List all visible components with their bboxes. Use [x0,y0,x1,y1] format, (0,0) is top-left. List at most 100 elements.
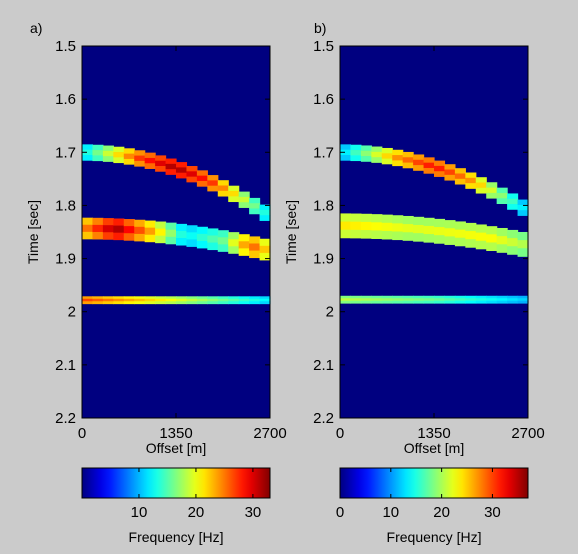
event-cell [402,162,414,169]
event-cell [350,213,362,223]
event-cell [444,169,456,176]
event-cell [517,231,529,241]
event-cell [249,298,261,302]
event-cell [507,295,519,299]
event-cell [434,295,446,299]
y-tick-label: 1.6 [55,91,76,108]
x-axis-label: Offset [m] [146,440,206,456]
event-cell [82,231,94,240]
event-cell [259,245,271,254]
event-cell [186,225,198,233]
event-cell [217,185,229,192]
event-cell [371,157,383,163]
event-cell [207,242,219,251]
event-cell [196,298,208,302]
event-cell [454,300,466,304]
event-cell [207,296,219,300]
event-cell [144,163,156,169]
event-cell [340,154,352,161]
event-cell [360,221,372,231]
event-cell [259,238,271,247]
y-tick-label: 2 [68,304,76,321]
event-cell [186,239,198,247]
event-cell [228,239,240,247]
event-cell [434,171,446,177]
event-cell [249,208,261,215]
event-cell [207,228,219,236]
event-cell [123,226,135,234]
event-trace [82,296,271,305]
event-cell [186,176,198,183]
y-tick-label: 1.8 [313,197,334,214]
event-cell [350,298,362,302]
event-cell [92,217,104,226]
y-tick-label: 2.2 [55,410,76,427]
event-cell [165,163,177,170]
event-cell [517,199,529,206]
event-cell [340,295,352,299]
event-cell [507,198,519,205]
colorbar-tick-label: 20 [433,504,450,521]
event-cell [507,246,519,255]
event-cell [92,301,104,305]
event-cell [113,225,125,234]
event-cell [444,298,456,302]
event-cell [444,300,456,304]
event-cell [486,234,498,243]
event-cell [465,298,477,302]
event-cell [144,296,156,300]
event-cell [134,296,146,300]
event-cell [196,226,208,235]
event-cell [465,300,477,304]
event-cell [207,298,219,302]
y-tick-label: 1.7 [55,144,76,161]
event-cell [486,295,498,299]
event-cell [392,215,404,224]
event-cell [82,217,94,226]
y-tick-label: 1.5 [55,38,76,55]
event-cell [360,300,372,304]
event-cell [176,230,188,239]
event-cell [238,248,250,256]
event-cell [155,166,167,172]
event-cell [155,228,167,237]
event-cell [102,232,114,240]
colorbar [339,467,529,499]
y-tick-label: 1.8 [55,197,76,214]
event-cell [259,204,271,211]
event-cell [102,156,114,162]
event-cell [259,296,271,300]
event-cell [465,295,477,299]
event-cell [454,173,466,180]
event-cell [207,180,219,187]
event-cell [423,295,435,299]
event-cell [196,296,208,300]
event-cell [475,224,487,234]
event-cell [496,192,508,199]
event-cell [454,298,466,302]
event-cell [217,298,229,302]
panel-a: a) 1.5 1.6 1.7 1.8 1.9 2 2.1 2.20 1350 2700 Offset … [25,20,287,545]
event-cell [402,157,414,163]
event-cell [517,210,529,216]
event-cell [123,233,135,241]
colorbar-label: Frequency [Hz] [387,529,482,545]
event-cell [238,298,250,302]
event-cell [444,228,456,237]
event-cell [434,160,446,167]
event-cell [82,154,94,161]
event-cell [507,298,519,302]
event-cell [144,157,156,164]
panel-b: b)1.51.61.71.81.922.12.20 1350 2700Offset … [283,20,545,545]
event-cell [134,226,146,235]
y-tick-label: 1.9 [55,251,76,268]
event-cell [402,224,414,233]
event-cell [217,180,229,186]
event-cell [423,157,435,164]
event-cell [381,214,393,224]
event-cell [413,165,425,171]
event-cell [102,298,114,302]
event-trace [340,144,529,216]
event-cell [92,231,104,240]
